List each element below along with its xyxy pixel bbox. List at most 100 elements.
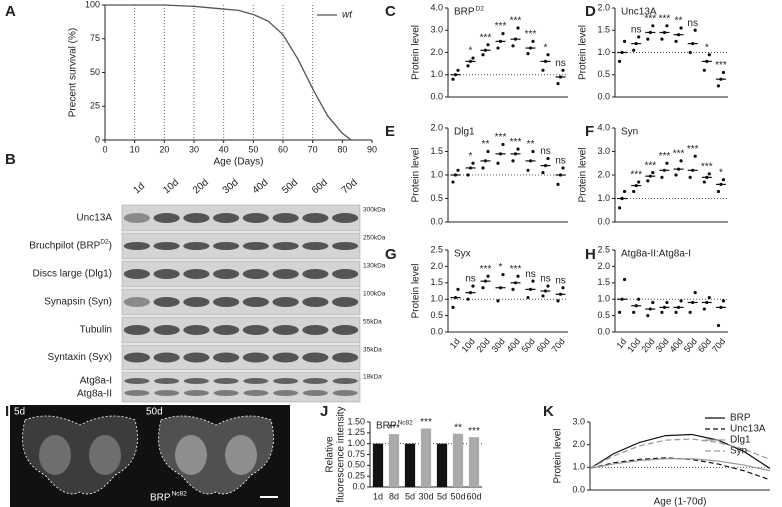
significance: *** [388,423,400,434]
blot-band [123,213,150,223]
chart-title: Atg8a-II:Atg8a-I [621,249,691,260]
blot-band [153,269,180,279]
blot-band [332,390,358,396]
brain-lobe [89,435,121,475]
y-tick-label: 1.5 [430,277,443,287]
x-tick-label: 60 [278,144,288,154]
y-axis-label: Protein level [553,428,564,483]
y-tick-label: 3.0 [430,25,443,35]
blot-band [213,242,240,250]
blot-band [272,213,299,223]
significance: ** [454,422,462,433]
blot-band [273,378,299,384]
blot-band [154,390,180,396]
panel-letter: H [585,246,596,263]
data-point [546,156,550,161]
x-tick-label: 70d [550,336,567,354]
blot-band [272,242,299,250]
y-tick-label: 0.25 [347,471,365,481]
data-point [646,179,650,183]
lane-label: 50d [280,177,300,196]
panel-letter: E [385,123,395,140]
significance: ns [555,156,566,167]
chart-title: Unc13A [621,7,657,18]
blot-band [124,390,150,396]
chart-title: Syx [454,249,471,260]
lane-label: 30d [221,177,241,196]
data-point [481,286,485,290]
blot-band [302,390,328,396]
row-label: Synapsin (Syn) [44,297,112,308]
panel-letter: B [5,151,16,168]
lane-label: 70d [340,177,360,196]
data-point [481,166,485,170]
y-tick-label: 0.0 [597,216,610,226]
significance: *** [510,137,522,148]
blot-band [243,378,269,384]
data-point [651,300,655,305]
image-label: 50d [146,407,163,418]
panel-letter: J [320,403,328,420]
data-point [511,287,515,291]
blot-band [242,269,269,279]
data-point [526,168,530,172]
y-tick-label: 0.0 [572,484,585,494]
y-tick-label: 25 [90,101,100,111]
significance: *** [701,161,713,172]
data-point [451,180,455,184]
y-tick-label: 3.0 [572,416,585,426]
legend-label: wt [342,10,353,21]
data-point [556,182,560,186]
significance: ns [687,18,698,29]
data-point [486,43,490,47]
significance: *** [644,160,656,171]
data-point [556,82,560,86]
significance: * [544,42,548,53]
significance: ns [465,274,476,285]
y-tick-label: 2.0 [430,47,443,57]
data-point [501,142,505,147]
x-tick-label: 1d [614,336,628,350]
data-point [471,284,475,288]
bar [436,443,448,487]
y-tick-label: 2.5 [430,244,443,254]
image-label: 5d [14,407,25,418]
x-tick-label: 60d [466,491,481,501]
blot-strip [121,371,361,403]
data-point [651,171,655,175]
y-tick-label: 0 [95,134,100,144]
data-point [496,161,500,165]
data-point [622,189,627,194]
brain-outline [158,415,274,495]
marker-label: 130kDa [363,263,386,270]
y-tick-label: 1.5 [597,25,610,35]
blot-band [302,325,329,335]
significance: ns [555,58,566,69]
significance: ns [555,275,566,286]
data-point [707,53,711,57]
data-point [466,297,470,301]
bar [388,434,400,487]
y-axis-label: Protein level [411,263,422,318]
data-point [660,310,664,314]
data-point [496,46,500,50]
x-tick-label: 20d [639,336,656,354]
data-point [707,295,711,300]
x-tick-label: 50 [248,144,258,154]
significance: *** [644,13,656,24]
image-caption: BRP [150,493,171,504]
data-point [501,31,505,36]
data-point [679,159,683,163]
y-tick-label: 1.0 [597,47,610,57]
y-tick-label: 2.5 [597,244,610,254]
data-point [561,166,565,170]
x-tick-label: 70 [308,144,318,154]
x-axis-label: Age (1-70d) [654,497,707,507]
row-label: ) [109,241,112,252]
blot-band [243,390,269,396]
brain-lobe [175,435,207,475]
x-tick-label: 60d [696,336,713,354]
data-point [632,48,636,52]
data-point [456,68,460,72]
panel-letter: D [585,3,596,20]
